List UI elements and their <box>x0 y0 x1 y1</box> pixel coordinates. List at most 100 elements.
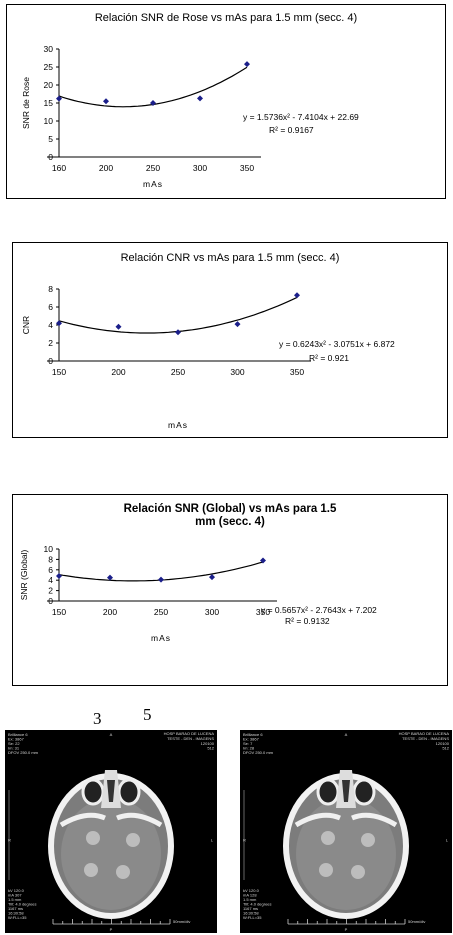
figure-label-right: 5 <box>143 705 152 724</box>
ct-hospital: HOSP BARAO DE LUCENA <box>164 731 215 736</box>
data-point <box>56 95 62 102</box>
x-axis-label: mAs <box>143 179 163 189</box>
ct-orientation: P <box>345 927 348 932</box>
ct-overlay-text: 512 <box>442 746 449 751</box>
ct-scale-label: 50mm/div <box>408 919 425 924</box>
insert <box>86 831 100 845</box>
insert <box>319 863 333 877</box>
chart-snr-rose: Relación SNR de Rose vs mAs para 1.5 mm … <box>6 4 446 199</box>
x-tick-label: 350 <box>290 367 304 377</box>
ct-overlay-text: W:FLL=35 <box>8 915 27 920</box>
y-tick-label: 6 <box>48 302 53 312</box>
ct-image-left: Brilliance 6 Ex: 3867 Se: 22 Im: 31 DFOV 250… <box>5 730 217 933</box>
x-tick-label: 350 <box>256 607 270 617</box>
ct-overlay-text: DFOV 250.0 mm <box>8 750 39 755</box>
x-axis-label: mAs <box>151 633 171 643</box>
chart-snr-global: Relación SNR (Global) vs mAs para 1.5 mm… <box>12 494 448 686</box>
data-point <box>175 329 181 336</box>
x-tick-label: 200 <box>99 163 113 173</box>
ct-overlay-text: 16:30:58 <box>243 911 259 916</box>
x-tick-label: 200 <box>111 367 125 377</box>
ct-overlay-text: DFOV 250.0 mm <box>243 750 274 755</box>
x-axis-label: mAs <box>168 420 188 430</box>
ct-overlay-text: Se: 22 <box>8 741 20 746</box>
trend-equation: y = 0.6243x² - 3.0751x + 6.872 <box>279 339 395 349</box>
y-tick-label: 30 <box>44 44 54 54</box>
ct-overlay-text: mA 307 <box>8 893 22 898</box>
ct-scale-label: 50mm/div <box>173 919 190 924</box>
ct-overlay-text: kV 120.0 <box>8 888 25 893</box>
ct-overlay-text: Ex: 3867 <box>243 737 260 742</box>
x-tick-label: 300 <box>205 607 219 617</box>
ct-study: TESTE - DEN - IMAGENS <box>167 736 214 741</box>
y-axis-label: SNR de Rose <box>21 77 31 129</box>
data-point <box>158 576 164 583</box>
chart-plot: 0 2 4 6 8 150 200 250 300 350 mAs CNR y = 0.6243x² -… <box>21 284 395 430</box>
ct-orientation: R <box>8 838 11 843</box>
ct-overlay-text: Se: 7 <box>243 741 253 746</box>
x-tick-label: 150 <box>52 607 66 617</box>
insert <box>126 833 140 847</box>
data-point <box>234 321 241 328</box>
ct-overlay-text: Brilliance 6 <box>243 732 263 737</box>
x-tick-label: 150 <box>52 367 66 377</box>
ct-overlay-text: Brilliance 6 <box>8 732 28 737</box>
y-tick-label: 0 <box>48 596 53 606</box>
y-tick-label: 25 <box>44 62 54 72</box>
x-tick-label: 300 <box>193 163 207 173</box>
trend-r2: R² = 0.921 <box>309 353 349 363</box>
insert <box>84 863 98 877</box>
x-tick-label: 160 <box>52 163 66 173</box>
y-tick-label: 0 <box>48 152 53 162</box>
ct-overlay-text: W:FLL=35 <box>243 915 262 920</box>
data-point <box>294 292 300 299</box>
data-point <box>103 98 109 105</box>
y-tick-label: 8 <box>48 554 53 564</box>
ct-hospital: HOSP BARAO DE LUCENA <box>399 731 450 736</box>
y-tick-label: 2 <box>48 586 53 596</box>
chart-title: Relación SNR (Global) vs mAs para 1.5 mm… <box>123 503 337 528</box>
y-tick-label: 8 <box>48 284 53 294</box>
y-tick-label: 10 <box>44 116 54 126</box>
ct-orientation: A <box>345 732 348 737</box>
ct-overlay-text: 120100 <box>201 741 215 746</box>
chart-title: Relación CNR vs mAs para 1.5 mm (secc. 4… <box>120 252 340 264</box>
data-point <box>244 61 250 68</box>
x-tick-label: 250 <box>146 163 160 173</box>
ct-overlay-text: Tilt: 4.0 degrees <box>243 902 272 907</box>
y-tick-label: 15 <box>44 98 54 108</box>
data-point <box>115 323 122 330</box>
y-tick-label: 4 <box>48 320 53 330</box>
data-point <box>56 320 62 327</box>
x-tick-label: 250 <box>154 607 168 617</box>
trend-equation: y = 1.5736x² - 7.4104x + 22.69 <box>243 112 359 122</box>
data-point <box>56 573 62 580</box>
ct-overlay-text: 1167 ms <box>8 906 23 911</box>
x-tick-label: 300 <box>230 367 244 377</box>
y-axis-label: CNR <box>21 316 31 334</box>
ct-overlay-text: mA 128 <box>243 893 257 898</box>
x-tick-label: 200 <box>103 607 117 617</box>
brain <box>61 798 161 910</box>
ct-overlay-text: Ex: 3867 <box>8 737 25 742</box>
insert <box>351 865 365 879</box>
insert <box>116 865 130 879</box>
y-tick-label: 10 <box>44 544 54 554</box>
y-tick-label: 4 <box>48 575 53 585</box>
trendline <box>58 296 298 334</box>
ct-overlay-text: 1167 ms <box>243 906 258 911</box>
insert <box>361 833 375 847</box>
ct-overlay-text: Tilt: 4.0 degrees <box>8 902 37 907</box>
figure-label-left: 3 <box>93 709 102 728</box>
data-point <box>197 95 203 102</box>
ct-overlay-text: 1.5 mm <box>243 897 257 902</box>
ct-orientation: P <box>110 927 113 932</box>
ct-orientation: L <box>211 838 214 843</box>
chart-title: Relación SNR de Rose vs mAs para 1.5 mm … <box>94 12 358 24</box>
y-tick-label: 0 <box>48 356 53 366</box>
y-tick-label: 20 <box>44 80 54 90</box>
trend-equation: y = 0.5657x² - 2.7643x + 7.202 <box>261 605 377 615</box>
x-tick-label: 250 <box>171 367 185 377</box>
trend-r2: R² = 0.9132 <box>285 616 330 626</box>
y-tick-label: 5 <box>48 134 53 144</box>
